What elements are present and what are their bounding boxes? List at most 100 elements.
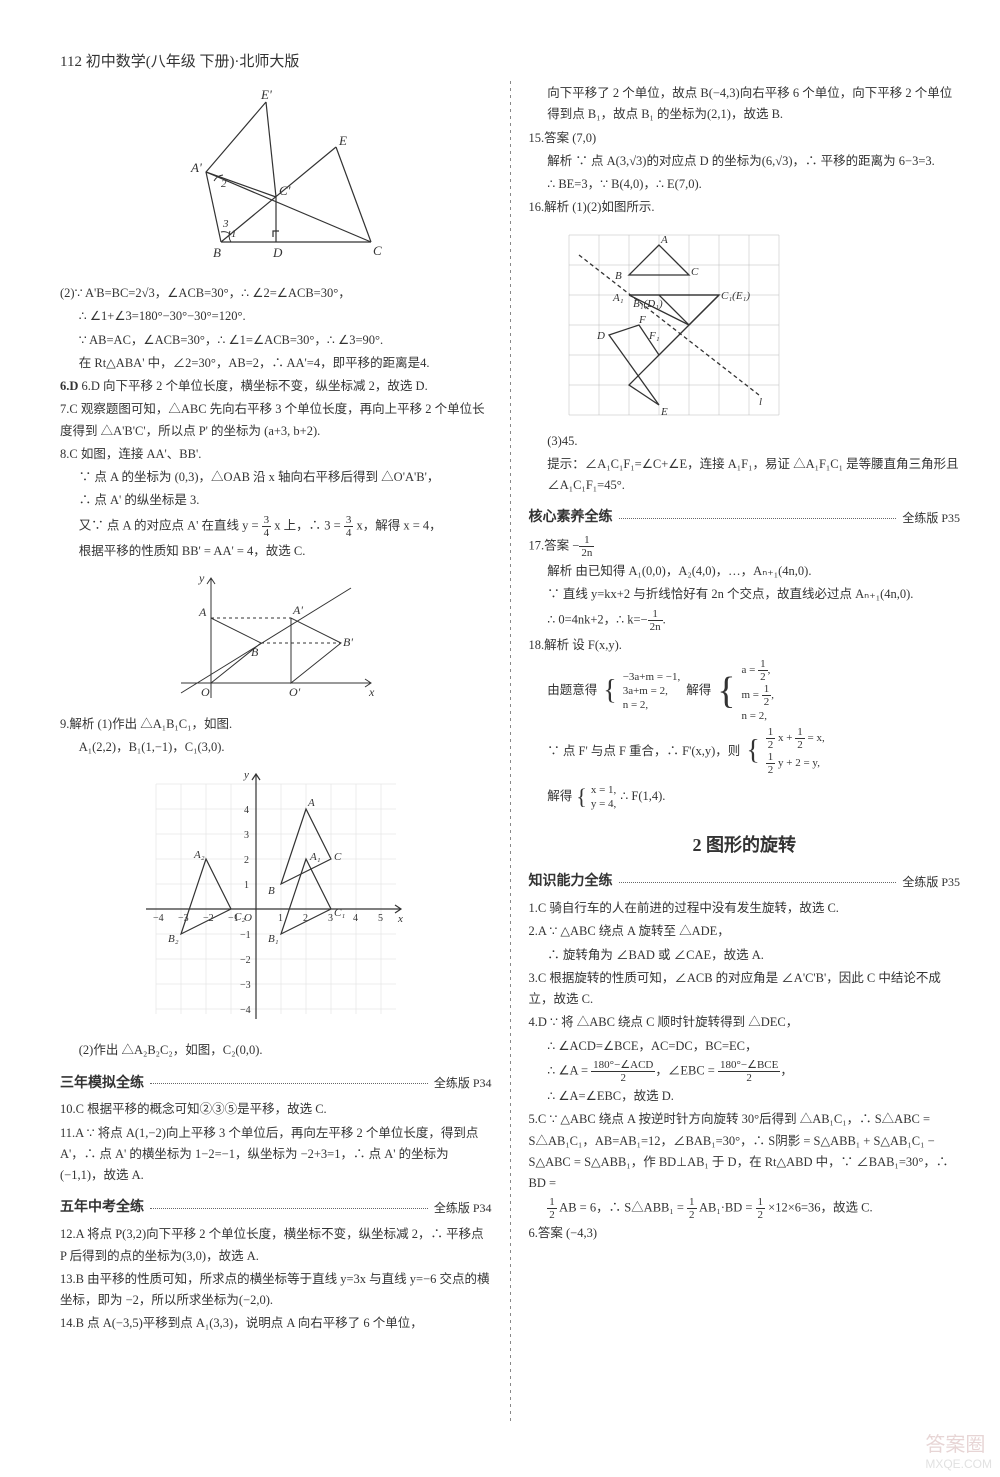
svg-text:O: O — [201, 685, 210, 699]
svg-text:E: E — [338, 133, 347, 148]
watermark: 答案圈 MXQE.COM — [925, 1428, 992, 1471]
answer-item-7: 7.C 观察题图可知，△ABC 先向右平移 3 个单位长度，再向上平移 2 个单… — [60, 399, 492, 442]
diagram-rotation-grid: A B C A₁ B₁(D₁) C₁(E₁) D E F F₁ l — [549, 225, 789, 425]
solution-step: 根据平移的性质知 BB' = AA' = 4，故选 C. — [60, 541, 492, 562]
answer-item-r1: 1.C 骑自行车的人在前进的过程中没有发生旋转，故选 C. — [529, 898, 961, 919]
svg-text:F: F — [638, 314, 646, 326]
solution-step: ∴ ∠A = 180°−∠ACD2，∠EBC = 180°−∠BCE2， — [529, 1059, 961, 1084]
solution-step: (2)∵ A'B=BC=2√3，∠ACB=30°，∴ ∠2=∠ACB=30°， — [60, 283, 492, 304]
diagram-triangle-translation: E' A' C' E B D C 1 2 3 — [161, 87, 391, 277]
solution-step: ∴ BE=3，∵ B(4,0)，∴ E(7,0). — [529, 174, 961, 195]
svg-text:1: 1 — [231, 228, 237, 240]
svg-text:−2: −2 — [203, 913, 214, 924]
solution-step: (2)作出 △A₂B₂C₂，如图，C₂(0,0). — [60, 1040, 492, 1061]
svg-text:−3: −3 — [178, 913, 189, 924]
svg-text:3: 3 — [222, 218, 229, 230]
svg-text:B: B — [213, 245, 221, 260]
svg-text:l: l — [759, 396, 762, 408]
two-column-layout: E' A' C' E B D C 1 2 3 (2)∵ A'B=BC=2√3，∠… — [60, 81, 960, 1421]
svg-text:F₁: F₁ — [648, 330, 660, 342]
svg-text:E': E' — [260, 87, 272, 102]
svg-text:C: C — [334, 851, 342, 863]
svg-text:A: A — [307, 797, 315, 809]
answer-item-r2: 2.A ∵ △ABC 绕点 A 旋转至 △ADE， — [529, 921, 961, 942]
solution-step: 解析 由已知得 A₁(0,0)，A₂(4,0)，…，Aₙ₊₁(4n,0). — [529, 561, 961, 582]
svg-text:D: D — [272, 245, 283, 260]
answer-item-15: 15.答案 (7,0) — [529, 128, 961, 149]
svg-text:−2: −2 — [240, 955, 251, 966]
solution-step: 解得 { x = 1,y = 4, ∴ F(1,4). — [529, 778, 961, 815]
answer-item-13: 13.B 由平移的性质可知，所求点的横坐标等于直线 y=3x 与直线 y=−6 … — [60, 1269, 492, 1312]
svg-text:4: 4 — [244, 805, 249, 816]
svg-text:C: C — [373, 243, 382, 258]
answer-item-6: 6.D 6.D 向下平移 2 个单位长度，横坐标不变，纵坐标减 2，故选 D. — [60, 376, 492, 397]
svg-text:B₁: B₁ — [268, 933, 279, 945]
solution-step: 由题意得 { −3a+m = −1, 3a+m = 2, n = 2, 解得 {… — [529, 658, 961, 724]
svg-text:−1: −1 — [228, 913, 239, 924]
svg-text:B: B — [251, 645, 259, 659]
solution-step: 向下平移了 2 个单位，故点 B(−4,3)向右平移 6 个单位，向下平移 2 … — [529, 83, 961, 126]
svg-text:C': C' — [279, 183, 291, 198]
svg-text:2: 2 — [303, 913, 308, 924]
answer-item-r4: 4.D ∵ 将 △ABC 绕点 C 顺时针旋转得到 △DEC， — [529, 1012, 961, 1033]
solution-step: ∴ ∠A=∠EBC，故选 D. — [529, 1086, 961, 1107]
svg-text:B: B — [268, 885, 275, 897]
svg-text:y: y — [243, 769, 249, 781]
answer-item-12: 12.A 将点 P(3,2)向下平移 2 个单位长度，横坐标不变，纵坐标减 2，… — [60, 1224, 492, 1267]
solution-step: ∵ 直线 y=kx+2 与折线恰好有 2n 个交点，故直线必过点 Aₙ₊₁(4n… — [529, 584, 961, 605]
chapter-title-2: 2 图形的旋转 — [529, 830, 961, 861]
solution-step: ∴ 点 A' 的纵坐标是 3. — [60, 490, 492, 511]
svg-text:A₂: A₂ — [193, 849, 205, 861]
diagram-grid-triangles: A A₁ A₂ B B₁ B₂ C C₁ C₂ x y O −4−3−2−1 1… — [136, 764, 416, 1034]
solution-step: ∴ ∠1+∠3=180°−30°−30°=120°. — [60, 306, 492, 327]
solution-step: ∴ 0=4nk+2，∴ k=−12n. — [529, 608, 961, 633]
answer-item-r3: 3.C 根据旋转的性质可知，∠ACB 的对应角是 ∠A'C'B'，因此 C 中结… — [529, 968, 961, 1011]
svg-text:x: x — [368, 685, 375, 699]
answer-item-10: 10.C 根据平移的概念可知②③⑤是平移，故选 C. — [60, 1099, 492, 1120]
svg-text:C₁: C₁ — [334, 907, 345, 919]
answer-item-11: 11.A ∵ 将点 A(1,−2)向上平移 3 个单位后，再向左平移 2 个单位… — [60, 1123, 492, 1187]
svg-text:x: x — [397, 913, 403, 925]
answer-item-8: 8.C 如图，连接 AA'、BB'. — [60, 444, 492, 465]
svg-text:O': O' — [289, 685, 301, 699]
svg-text:3: 3 — [244, 830, 249, 841]
answer-item-r5: 5.C ∵ △ABC 绕点 A 按逆时针方向旋转 30°后得到 △AB₁C₁，∴… — [529, 1109, 961, 1194]
section-5year: 五年中考全练全练版 P34 — [60, 1196, 492, 1220]
svg-text:A': A' — [190, 160, 202, 175]
section-3year: 三年模拟全练全练版 P34 — [60, 1072, 492, 1096]
section-core: 核心素养全练全练版 P35 — [529, 506, 961, 530]
svg-text:B₂: B₂ — [168, 933, 179, 945]
solution-step: ∵ 点 A 的坐标为 (0,3)，△OAB 沿 x 轴向右平移后得到 △O'A'… — [60, 467, 492, 488]
solution-step: 提示：∠A₁C₁F₁=∠C+∠E，连接 A₁F₁，易证 △A₁F₁C₁ 是等腰直… — [529, 454, 961, 497]
svg-text:A₁: A₁ — [612, 292, 624, 304]
right-column: 向下平移了 2 个单位，故点 B(−4,3)向右平移 6 个单位，向下平移 2 … — [529, 81, 961, 1421]
svg-text:5: 5 — [378, 913, 383, 924]
svg-text:A: A — [660, 234, 668, 246]
svg-text:2: 2 — [244, 855, 249, 866]
solution-step: (3)45. — [529, 431, 961, 452]
solution-step: A₁(2,2)，B₁(1,−1)，C₁(3,0). — [60, 737, 492, 758]
svg-text:C₁(E₁): C₁(E₁) — [721, 290, 750, 302]
solution-step: ∴ 旋转角为 ∠BAD 或 ∠CAE，故选 A. — [529, 945, 961, 966]
page-header: 112 初中数学(八年级 下册)·北师大版 — [60, 50, 960, 71]
solution-step: ∴ ∠ACD=∠BCE，AC=DC，BC=EC， — [529, 1036, 961, 1057]
svg-text:1: 1 — [244, 880, 249, 891]
svg-text:−4: −4 — [153, 913, 164, 924]
solution-step: 又∵ 点 A 的对应点 A' 在直线 y = 34 x 上，∴ 3 = 34 x… — [60, 514, 492, 539]
svg-text:y: y — [198, 571, 205, 585]
solution-step: 在 Rt△ABA' 中，∠2=30°，AB=2，∴ AA'=4，即平移的距离是4… — [60, 353, 492, 374]
svg-text:A': A' — [292, 603, 303, 617]
svg-text:−4: −4 — [240, 1005, 251, 1016]
svg-text:O: O — [244, 912, 252, 924]
svg-text:B: B — [615, 270, 622, 282]
left-column: E' A' C' E B D C 1 2 3 (2)∵ A'B=BC=2√3，∠… — [60, 81, 492, 1421]
svg-text:−3: −3 — [240, 980, 251, 991]
answer-item-14: 14.B 点 A(−3,5)平移到点 A₁(3,3)，说明点 A 向右平移了 6… — [60, 1313, 492, 1334]
section-ability: 知识能力全练全练版 P35 — [529, 870, 961, 894]
solution-step: 12 AB = 6，∴ S△ABB₁ = 12 AB₁·BD = 12 ×12×… — [529, 1196, 961, 1221]
svg-text:E: E — [660, 406, 668, 418]
svg-text:2: 2 — [221, 178, 227, 190]
answer-item-9: 9.解析 (1)作出 △A₁B₁C₁，如图. — [60, 714, 492, 735]
svg-text:B₁(D₁): B₁(D₁) — [633, 298, 663, 310]
diagram-coordinate-shift: O O' A A' B B' x y — [171, 568, 381, 708]
